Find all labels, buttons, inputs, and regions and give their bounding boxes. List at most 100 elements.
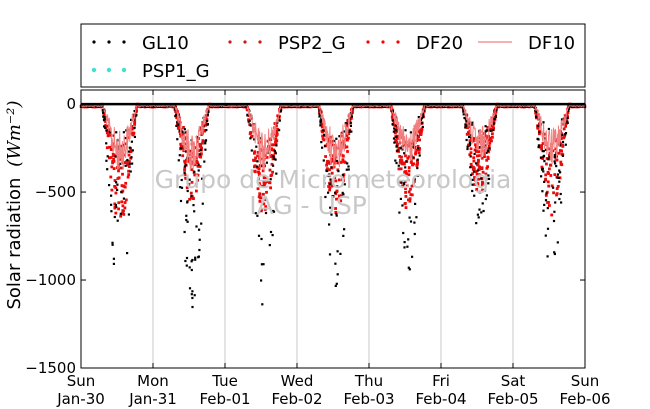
point-df20 (563, 135, 566, 138)
point-gl10 (191, 290, 194, 293)
point-gl10 (544, 199, 548, 202)
point-df20 (261, 169, 265, 173)
point-gl10 (120, 190, 123, 194)
point-gl10 (269, 178, 272, 181)
point-gl10 (489, 129, 492, 132)
point-df20 (407, 169, 411, 173)
point-gl10 (399, 146, 402, 149)
point-gl10 (332, 195, 335, 198)
point-df20 (415, 137, 419, 141)
point-psp2_g (418, 138, 421, 142)
point-gl10 (480, 177, 483, 180)
point-gl10 (487, 182, 490, 185)
point-df20 (127, 153, 131, 157)
point-psp2_g (487, 138, 491, 142)
point-gl10 (131, 162, 134, 165)
point-gl10 (544, 148, 547, 151)
point-gl10 (299, 105, 302, 108)
point-gl10 (105, 129, 108, 132)
point-gl10 (188, 266, 191, 269)
point-psp2_g (347, 132, 351, 135)
point-psp2_g (184, 136, 188, 140)
point-psp2_g (476, 183, 480, 186)
point-gl10 (522, 104, 525, 107)
point-gl10 (553, 153, 556, 157)
point-gl10 (548, 155, 551, 158)
point-psp2_g (540, 147, 543, 151)
point-psp2_g (467, 125, 471, 129)
point-gl10 (468, 135, 471, 139)
point-df20 (488, 141, 492, 145)
point-gl10 (192, 204, 195, 207)
point-df20 (120, 200, 124, 204)
point-gl10 (115, 205, 118, 208)
point-gl10 (466, 120, 469, 123)
point-gl10 (472, 170, 476, 173)
point-gl10 (482, 209, 485, 213)
point-gl10 (347, 168, 350, 171)
point-gl10 (223, 104, 226, 107)
point-psp2_g (410, 184, 414, 188)
point-gl10 (403, 152, 406, 155)
point-gl10 (347, 165, 350, 168)
point-df20 (175, 116, 179, 120)
point-gl10 (417, 116, 420, 119)
point-df20 (414, 151, 418, 154)
point-df20 (474, 170, 478, 174)
point-df20 (334, 207, 337, 210)
point-df20 (483, 155, 486, 158)
point-gl10 (492, 128, 495, 132)
point-gl10 (190, 260, 193, 263)
point-df20 (486, 165, 489, 168)
point-gl10 (543, 203, 546, 206)
point-gl10 (104, 115, 107, 118)
point-df20 (398, 155, 402, 158)
point-psp2_g (113, 202, 117, 206)
point-df20 (399, 158, 402, 162)
point-psp2_g (320, 122, 324, 126)
point-psp2_g (197, 149, 200, 153)
point-gl10 (178, 129, 181, 132)
point-gl10 (556, 176, 559, 179)
point-gl10 (262, 263, 265, 266)
point-psp2_g (547, 172, 550, 175)
point-psp2_g (480, 167, 484, 170)
point-gl10 (553, 251, 556, 254)
point-gl10 (131, 149, 134, 152)
point-gl10 (186, 220, 189, 223)
point-gl10 (560, 201, 563, 204)
point-df20 (565, 118, 568, 122)
point-psp2_g (179, 134, 183, 138)
point-psp2_g (466, 132, 470, 136)
point-df20 (258, 200, 262, 203)
point-gl10 (191, 296, 194, 300)
point-gl10 (124, 137, 127, 140)
point-gl10 (391, 119, 394, 122)
point-gl10 (214, 104, 217, 107)
point-gl10 (349, 124, 352, 127)
point-gl10 (185, 214, 188, 217)
point-df20 (105, 131, 109, 135)
point-psp2_g (329, 140, 333, 144)
point-psp2_g (117, 169, 120, 173)
point-gl10 (462, 110, 465, 113)
point-psp2_g (328, 174, 332, 178)
point-psp2_g (257, 195, 261, 199)
point-gl10 (477, 216, 480, 219)
point-df20 (467, 144, 470, 147)
point-gl10 (250, 149, 253, 152)
point-gl10 (413, 221, 416, 224)
point-df20 (471, 136, 475, 140)
point-gl10 (334, 284, 337, 287)
point-psp2_g (333, 176, 337, 180)
point-gl10 (488, 147, 491, 150)
point-df20 (489, 136, 492, 140)
point-gl10 (327, 191, 330, 194)
point-psp2_g (116, 177, 120, 180)
point-gl10 (325, 169, 328, 173)
point-gl10 (335, 214, 338, 217)
point-psp2_g (557, 151, 561, 155)
point-psp2_g (326, 159, 329, 163)
point-gl10 (408, 268, 411, 271)
point-gl10 (546, 207, 549, 210)
